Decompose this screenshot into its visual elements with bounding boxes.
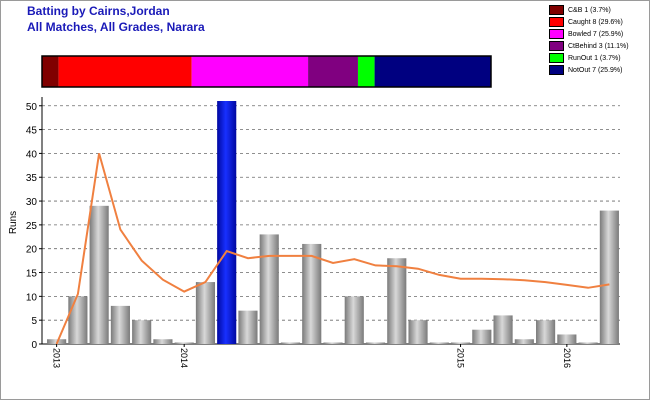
bar [557, 334, 577, 344]
chart-title: Batting by Cairns,Jordan [27, 4, 170, 18]
dismissal-segment [357, 56, 375, 87]
bar [578, 342, 598, 344]
x-tick-label: 2015 [456, 348, 466, 368]
legend-swatch [549, 29, 564, 39]
bar [408, 320, 428, 344]
bar [536, 320, 556, 344]
bar [493, 315, 513, 344]
x-tick-label: 2013 [52, 348, 62, 368]
dismissal-segment [374, 56, 491, 87]
chart-subtitle: All Matches, All Grades, Narara [27, 20, 205, 34]
y-tick-label: 20 [26, 245, 38, 256]
x-tick-label: 2016 [562, 348, 572, 368]
y-tick-label: 40 [26, 149, 38, 160]
bar [68, 296, 88, 344]
y-tick-label: 25 [26, 221, 38, 232]
legend-label: NotOut 7 (25.9%) [568, 66, 623, 74]
legend-item: RunOut 1 (3.7%) [549, 52, 647, 64]
dismissal-bar-outline [41, 55, 492, 88]
bar [302, 243, 322, 344]
bar [599, 210, 619, 344]
dismissal-segment [58, 56, 192, 87]
legend-label: Caught 8 (29.6%) [568, 18, 623, 26]
bar [153, 339, 173, 344]
bar [365, 342, 386, 344]
y-tick-label: 45 [26, 126, 38, 137]
legend: C&B 1 (3.7%) Caught 8 (29.6%) Bowled 7 (25… [549, 4, 647, 76]
bar [429, 342, 449, 344]
bar [323, 342, 343, 344]
y-tick-label: 15 [26, 269, 38, 280]
legend-label: RunOut 1 (3.7%) [568, 54, 621, 62]
bar [89, 205, 109, 344]
legend-item: Caught 8 (29.6%) [549, 16, 647, 28]
y-axis-label: Runs [8, 211, 19, 234]
legend-swatch [549, 17, 564, 27]
legend-label: C&B 1 (3.7%) [568, 6, 611, 14]
legend-item: C&B 1 (3.7%) [549, 4, 647, 16]
bar [387, 258, 407, 344]
x-tick-label: 2014 [179, 348, 189, 368]
legend-item: NotOut 7 (25.9%) [549, 64, 647, 76]
legend-swatch [549, 53, 564, 63]
bar [132, 320, 152, 344]
y-tick-label: 10 [26, 292, 38, 303]
legend-label: Bowled 7 (25.9%) [568, 30, 624, 38]
average-line [55, 153, 610, 345]
bar [344, 296, 364, 344]
bar [195, 282, 216, 344]
y-tick-label: 35 [26, 173, 38, 184]
legend-swatch [549, 5, 564, 15]
bar [174, 342, 194, 344]
bar-highlight [217, 101, 237, 344]
bar [238, 310, 258, 344]
dismissal-segment [191, 56, 309, 87]
y-tick-label: 30 [26, 197, 38, 208]
bar [472, 329, 492, 344]
y-tick-label: 50 [26, 102, 38, 113]
bar [514, 339, 534, 344]
dismissal-segment [308, 56, 358, 87]
legend-swatch [549, 41, 564, 51]
y-tick-label: 5 [31, 316, 37, 327]
legend-label: CtBehind 3 (11.1%) [568, 42, 629, 50]
y-tick-label: 0 [31, 340, 37, 351]
bar [450, 342, 471, 344]
bar [280, 342, 301, 344]
legend-swatch [549, 65, 564, 75]
legend-item: Bowled 7 (25.9%) [549, 28, 647, 40]
bar [110, 305, 130, 344]
legend-item: CtBehind 3 (11.1%) [549, 40, 647, 52]
dismissal-segment [42, 56, 59, 87]
bar [259, 234, 279, 344]
